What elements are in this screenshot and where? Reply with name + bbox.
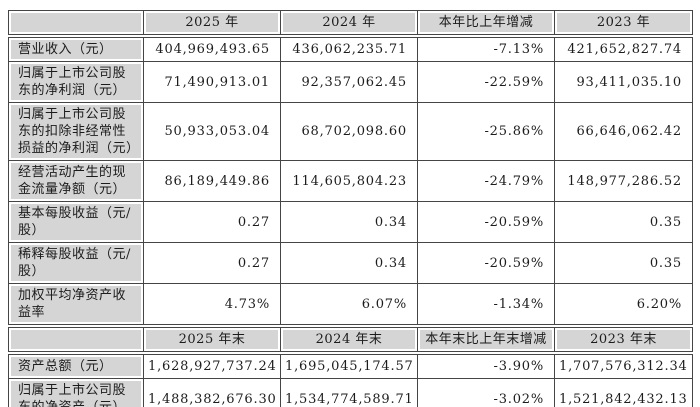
header-cell-blank xyxy=(8,10,144,38)
value-cell: 1,521,842,432.13 xyxy=(554,378,693,407)
value-cell: 436,062,235.71 xyxy=(280,35,418,62)
value-cell: 421,652,827.74 xyxy=(554,35,693,62)
table-row-net-assets: 归属于上市公司股东的净资产（元） 1,488,382,676.30 1,534,… xyxy=(8,378,693,407)
value-cell: -3.90% xyxy=(417,352,555,379)
value-cell: 0.35 xyxy=(554,201,693,243)
value-cell: -20.59% xyxy=(417,242,555,284)
table-row-revenue: 营业收入（元） 404,969,493.65 436,062,235.71 -7… xyxy=(8,35,693,62)
row-label: 稀释每股收益（元/股） xyxy=(8,242,144,284)
value-cell: -22.59% xyxy=(417,61,555,103)
value-cell: -20.59% xyxy=(417,201,555,243)
financial-summary-table: 2025 年 2024 年 本年比上年增减 2023 年 营业收入（元） 404… xyxy=(8,10,693,407)
row-label: 归属于上市公司股东的扣除非经常性损益的净利润（元） xyxy=(8,102,144,161)
table-row-net-profit-excl-nonrecurring: 归属于上市公司股东的扣除非经常性损益的净利润（元） 50,933,053.04 … xyxy=(8,102,693,161)
header-cell-2025: 2025 年 xyxy=(143,10,281,38)
value-cell: 86,189,449.86 xyxy=(143,160,281,202)
row-label: 加权平均净资产收益率 xyxy=(8,283,144,327)
value-cell: -7.13% xyxy=(417,35,555,62)
row-label: 归属于上市公司股东的净资产（元） xyxy=(8,378,144,407)
value-cell: 71,490,913.01 xyxy=(143,61,281,103)
value-cell: 404,969,493.65 xyxy=(143,35,281,62)
row-label: 营业收入（元） xyxy=(8,35,144,62)
header-cell-yoy-change: 本年比上年增减 xyxy=(417,10,555,38)
header-cell-2025-end: 2025 年末 xyxy=(143,324,281,355)
value-cell: 92,357,062.45 xyxy=(280,61,418,103)
value-cell: 1,488,382,676.30 xyxy=(143,378,281,407)
value-cell: 4.73% xyxy=(143,283,281,327)
value-cell: 93,411,035.10 xyxy=(554,61,693,103)
table-row-net-profit: 归属于上市公司股东的净利润（元） 71,490,913.01 92,357,06… xyxy=(8,61,693,103)
value-cell: 6.07% xyxy=(280,283,418,327)
value-cell: -24.79% xyxy=(417,160,555,202)
value-cell: 1,534,774,589.71 xyxy=(280,378,418,407)
value-cell: 114,605,804.23 xyxy=(280,160,418,202)
value-cell: 0.34 xyxy=(280,242,418,284)
period-end-header-row: 2025 年末 2024 年末 本年末比上年末增减 2023 年末 xyxy=(8,324,693,355)
header-cell-2023-end: 2023 年末 xyxy=(554,324,693,355)
value-cell: 6.20% xyxy=(554,283,693,327)
value-cell: 50,933,053.04 xyxy=(143,102,281,161)
value-cell: 1,628,927,737.24 xyxy=(143,352,281,379)
value-cell: 148,977,286.52 xyxy=(554,160,693,202)
value-cell: 0.35 xyxy=(554,242,693,284)
header-cell-2023: 2023 年 xyxy=(554,10,693,38)
row-label: 经营活动产生的现金流量净额（元） xyxy=(8,160,144,202)
table-row-total-assets: 资产总额（元） 1,628,927,737.24 1,695,045,174.5… xyxy=(8,352,693,379)
table-row-weighted-avg-roe: 加权平均净资产收益率 4.73% 6.07% -1.34% 6.20% xyxy=(8,283,693,327)
table-row-basic-eps: 基本每股收益（元/股） 0.27 0.34 -20.59% 0.35 xyxy=(8,201,693,243)
row-label: 资产总额（元） xyxy=(8,352,144,379)
table-row-diluted-eps: 稀释每股收益（元/股） 0.27 0.34 -20.59% 0.35 xyxy=(8,242,693,284)
table-row-operating-cash-flow: 经营活动产生的现金流量净额（元） 86,189,449.86 114,605,8… xyxy=(8,160,693,202)
value-cell: 0.27 xyxy=(143,201,281,243)
value-cell: 1,707,576,312.34 xyxy=(554,352,693,379)
value-cell: -25.86% xyxy=(417,102,555,161)
header-cell-yearend-change: 本年末比上年末增减 xyxy=(417,324,555,355)
header-cell-2024: 2024 年 xyxy=(280,10,418,38)
header-cell-blank xyxy=(8,324,144,355)
row-label: 基本每股收益（元/股） xyxy=(8,201,144,243)
header-cell-2024-end: 2024 年末 xyxy=(280,324,418,355)
value-cell: 66,646,062.42 xyxy=(554,102,693,161)
row-label: 归属于上市公司股东的净利润（元） xyxy=(8,61,144,103)
value-cell: -3.02% xyxy=(417,378,555,407)
value-cell: 68,702,098.60 xyxy=(280,102,418,161)
value-cell: -1.34% xyxy=(417,283,555,327)
period-header-row: 2025 年 2024 年 本年比上年增减 2023 年 xyxy=(8,10,693,38)
value-cell: 1,695,045,174.57 xyxy=(280,352,418,379)
value-cell: 0.27 xyxy=(143,242,281,284)
value-cell: 0.34 xyxy=(280,201,418,243)
